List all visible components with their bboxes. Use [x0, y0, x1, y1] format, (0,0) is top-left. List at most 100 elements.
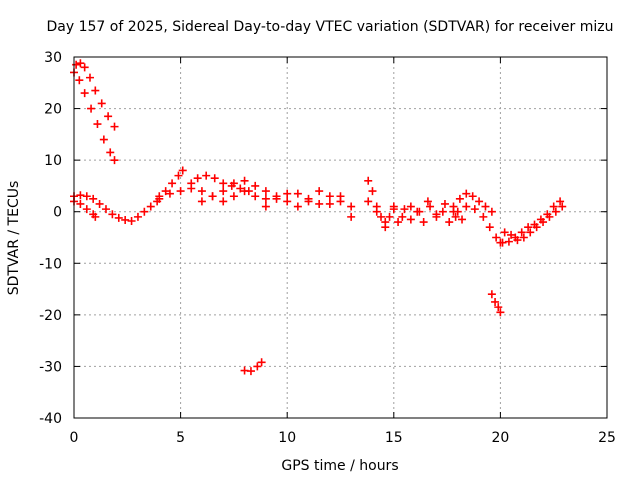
data-point [315, 199, 324, 208]
data-point [426, 202, 435, 211]
grid-lines [74, 57, 607, 418]
data-point [406, 202, 415, 211]
data-point [82, 205, 91, 214]
data-point [475, 197, 484, 206]
data-point [368, 187, 377, 196]
data-point [389, 205, 398, 214]
data-point [524, 223, 533, 232]
data-point [513, 236, 522, 245]
data-point [176, 187, 185, 196]
data-point [419, 218, 428, 227]
data-point [76, 59, 85, 68]
data-point [76, 199, 85, 208]
data-point [197, 197, 206, 206]
data-point [140, 207, 149, 216]
data-point [261, 194, 270, 203]
data-point [82, 192, 91, 201]
y-tick-label: 0 [53, 205, 62, 221]
data-point [251, 181, 260, 190]
data-point [304, 197, 313, 206]
data-point [89, 194, 98, 203]
data-point [253, 362, 262, 371]
data-point [95, 199, 104, 208]
x-tick-label: 25 [598, 430, 616, 446]
data-point [507, 230, 516, 239]
x-tick-label: 10 [278, 430, 296, 446]
data-point [394, 218, 403, 227]
series-trace-n [453, 202, 505, 247]
data-point [121, 215, 130, 224]
series-trace-o [487, 290, 505, 317]
series-trace-b [72, 59, 119, 131]
data-point [293, 189, 302, 198]
data-point [293, 202, 302, 211]
data-point [364, 197, 373, 206]
data-point [272, 194, 281, 203]
x-tick-label: 15 [385, 430, 403, 446]
data-point [219, 179, 228, 188]
data-point [72, 60, 81, 69]
data-point [440, 199, 449, 208]
data-point [219, 197, 228, 206]
data-points [70, 59, 567, 376]
series-trace-p [498, 197, 565, 247]
data-point [165, 189, 174, 198]
data-point [381, 218, 390, 227]
data-point [485, 223, 494, 232]
data-point [178, 166, 187, 175]
y-tick-label: -20 [39, 308, 62, 324]
data-point [400, 205, 409, 214]
series-trace-m [449, 189, 496, 216]
data-point [449, 202, 458, 211]
data-point [108, 210, 117, 219]
series-trace-j [240, 358, 266, 376]
data-point [458, 215, 467, 224]
series-trace-i [261, 187, 356, 221]
data-point [517, 228, 526, 237]
data-point [462, 189, 471, 198]
data-point [336, 192, 345, 201]
x-tick-label: 5 [176, 430, 185, 446]
data-point [261, 202, 270, 211]
data-point [219, 187, 228, 196]
data-point [526, 228, 535, 237]
data-point [468, 192, 477, 201]
data-point [532, 223, 541, 232]
data-point [432, 210, 441, 219]
tick-labels: 0 5 10 15 20 25 -40 -30 -20 -10 0 10 20 30 [39, 50, 616, 446]
plot-frame [73, 56, 608, 419]
data-point [451, 212, 460, 221]
data-point [487, 207, 496, 216]
data-point [76, 191, 85, 200]
y-tick-label: 20 [44, 102, 62, 118]
data-point [347, 212, 356, 221]
data-point [283, 189, 292, 198]
data-point [236, 184, 245, 193]
data-point [104, 112, 113, 121]
data-point [210, 174, 219, 183]
series-trace-c [70, 191, 162, 225]
data-point [479, 212, 488, 221]
data-point [187, 179, 196, 188]
data-point [127, 216, 136, 225]
data-point [539, 218, 548, 227]
data-point [257, 358, 266, 367]
data-point [504, 237, 513, 246]
data-point [406, 215, 415, 224]
data-point [99, 135, 108, 144]
data-point [283, 197, 292, 206]
data-point [470, 205, 479, 214]
data-point [325, 199, 334, 208]
data-point [496, 308, 505, 317]
series-trace-l [364, 197, 458, 227]
y-tick-label: -40 [39, 411, 62, 427]
data-point [110, 122, 119, 131]
series-trace-q [500, 202, 567, 245]
series-trace-g [187, 171, 253, 196]
data-point [87, 104, 96, 113]
data-point [455, 194, 464, 203]
y-axis-label: SDTVAR / TECUs [6, 181, 22, 296]
data-point [75, 76, 84, 85]
data-point [492, 233, 501, 242]
